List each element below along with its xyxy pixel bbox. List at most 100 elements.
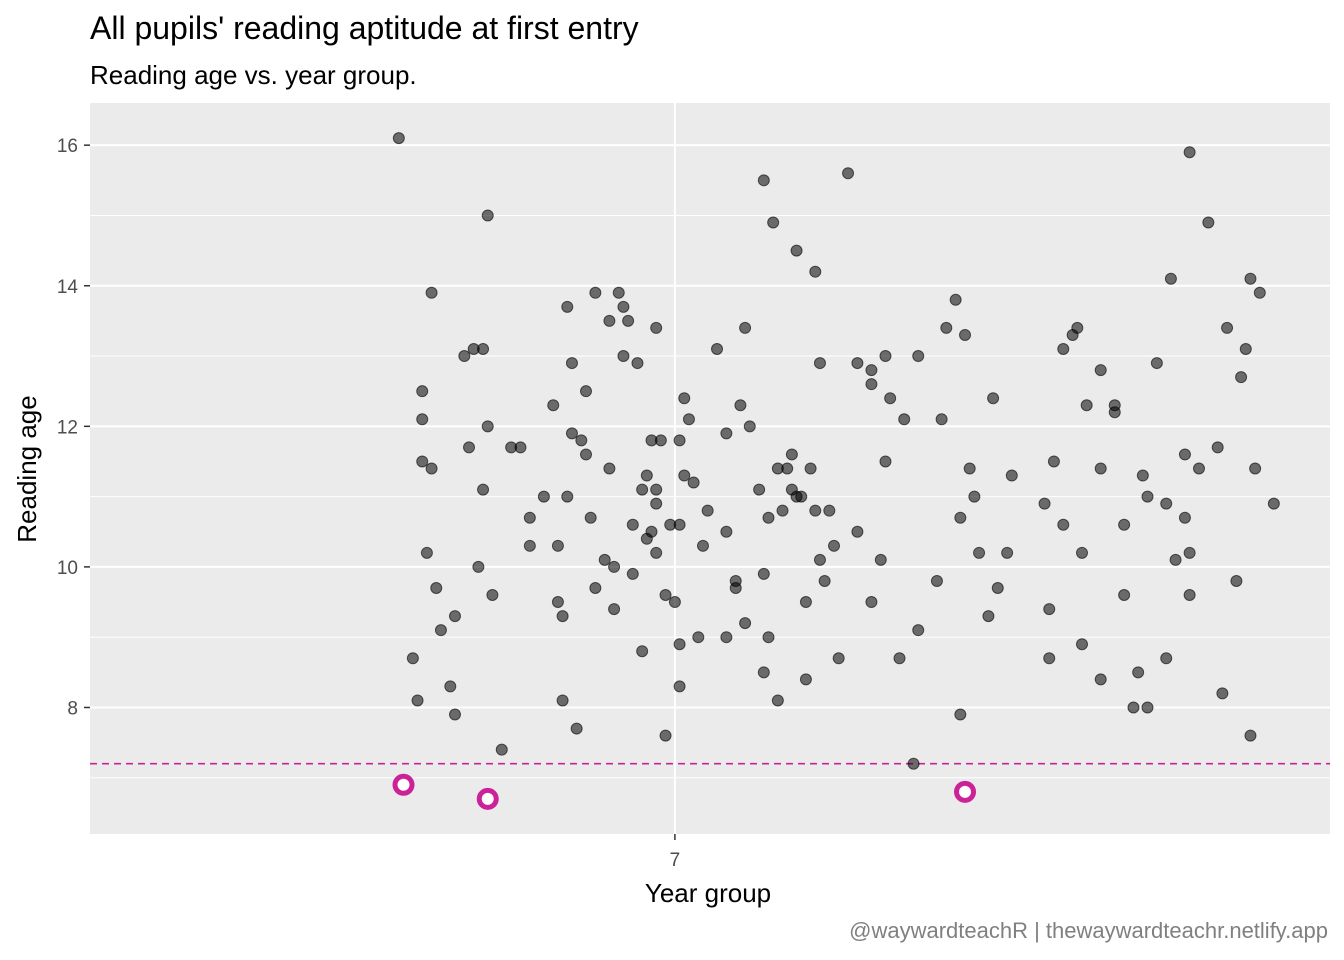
data-point <box>589 581 602 594</box>
y-tick-label: 16 <box>57 136 78 157</box>
data-point <box>673 434 686 447</box>
data-point <box>1043 603 1056 616</box>
data-point <box>1244 729 1257 742</box>
data-point <box>1211 441 1224 454</box>
data-point <box>650 497 663 510</box>
data-point <box>1076 638 1088 651</box>
data-point <box>757 666 770 679</box>
data-point <box>406 652 419 665</box>
data-point <box>1136 469 1149 482</box>
data-point <box>1221 321 1234 334</box>
data-point <box>799 596 812 609</box>
data-point <box>832 652 845 665</box>
y-tick-label: 12 <box>57 417 78 438</box>
data-point <box>1118 589 1131 602</box>
data-point <box>556 610 569 623</box>
data-point <box>608 603 621 616</box>
data-point <box>739 617 752 630</box>
data-point <box>584 511 597 524</box>
data-point <box>954 511 967 524</box>
data-point <box>481 420 494 433</box>
data-point <box>1178 448 1191 461</box>
data-point <box>425 286 438 299</box>
data-point <box>1164 272 1177 285</box>
data-point <box>785 448 798 461</box>
data-point <box>692 631 705 644</box>
data-point <box>682 413 695 426</box>
data-point <box>1071 321 1084 334</box>
data-point <box>874 553 887 566</box>
data-point <box>1094 673 1107 686</box>
data-point <box>640 469 653 482</box>
data-point <box>1183 146 1196 159</box>
data-point <box>626 567 639 580</box>
data-point <box>411 694 424 707</box>
data-point <box>1253 286 1266 299</box>
data-point <box>645 525 658 538</box>
data-point <box>1183 546 1196 559</box>
data-point <box>1141 490 1154 503</box>
data-point <box>1160 497 1173 510</box>
grid-lines <box>90 103 1330 834</box>
data-point <box>416 455 429 468</box>
plot-panel <box>90 103 1330 834</box>
data-point <box>650 321 663 334</box>
data-point <box>1001 546 1014 559</box>
data-point <box>884 392 897 405</box>
data-point <box>420 546 433 559</box>
data-point <box>650 546 663 559</box>
caption: @waywardteachR | thewaywardteachr.netlif… <box>849 918 1328 943</box>
data-point <box>865 378 878 391</box>
data-point <box>425 462 438 475</box>
data-point <box>561 300 574 313</box>
data-point <box>739 321 752 334</box>
data-point <box>907 757 920 770</box>
data-point <box>804 462 817 475</box>
data-point <box>757 174 770 187</box>
data-point <box>687 476 700 489</box>
data-point <box>481 209 494 222</box>
data-point <box>1141 701 1154 714</box>
data-point <box>762 631 775 644</box>
data-point <box>711 343 724 356</box>
data-point <box>1267 497 1280 510</box>
data-point <box>893 652 906 665</box>
data-point <box>828 539 840 552</box>
data-point <box>673 518 686 531</box>
data-point <box>608 560 621 573</box>
data-point <box>617 300 630 313</box>
data-point <box>1230 574 1243 587</box>
data-point <box>720 427 733 440</box>
data-point <box>603 462 616 475</box>
data-point <box>1150 357 1163 370</box>
y-tick-label: 10 <box>57 558 78 579</box>
data-point <box>991 581 1004 594</box>
data-point <box>603 314 616 327</box>
data-point <box>762 511 775 524</box>
data-point <box>622 314 635 327</box>
data-point <box>430 581 443 594</box>
data-point <box>458 350 471 363</box>
data-point <box>1057 343 1070 356</box>
data-point <box>392 132 405 145</box>
data-point <box>1118 518 1131 531</box>
data-point <box>1249 462 1262 475</box>
data-point <box>673 638 686 651</box>
data-point <box>781 462 794 475</box>
data-point <box>678 392 691 405</box>
data-point <box>842 167 855 180</box>
data-point <box>1169 553 1182 566</box>
data-points <box>392 132 1280 770</box>
data-point <box>448 708 461 721</box>
data-point <box>495 743 508 756</box>
highlighted-point <box>392 773 415 796</box>
data-point <box>1216 687 1229 700</box>
data-point <box>1057 518 1070 531</box>
data-point <box>1244 272 1257 285</box>
data-point <box>598 553 611 566</box>
data-point <box>1178 511 1191 524</box>
data-point <box>636 645 649 658</box>
data-point <box>1160 652 1173 665</box>
data-point <box>809 504 822 517</box>
